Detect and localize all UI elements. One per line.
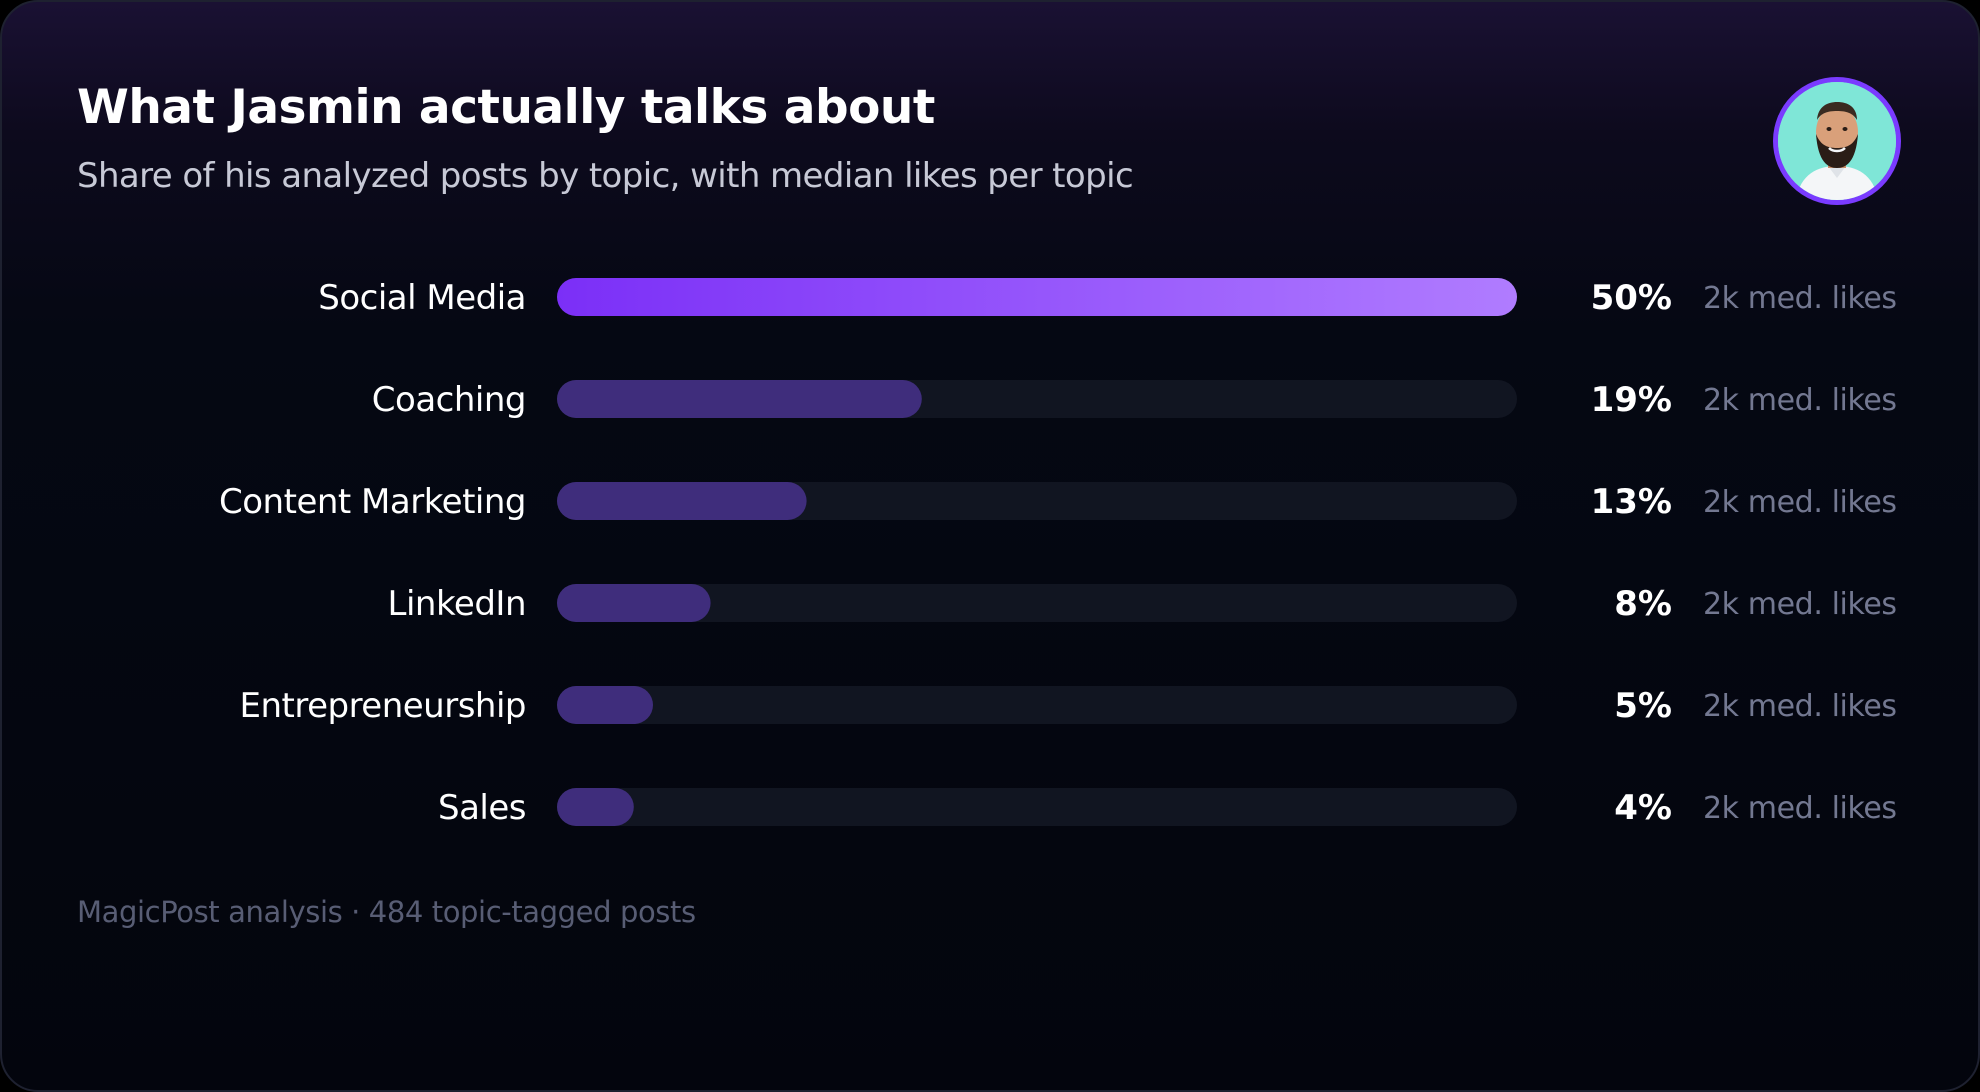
category-label-sales: Sales [438,788,526,828]
bar-row-coaching: Coaching 19% 2k med. likes [372,380,1897,420]
avatar [1773,77,1901,205]
bar-track-entrepreneurship [557,686,1517,724]
avatar-portrait-icon [1778,82,1896,200]
median-likes-label-social-media: 2k med. likes [1703,281,1897,316]
category-label-entrepreneurship: Entrepreneurship [239,686,526,726]
bar-coaching [557,380,922,418]
median-likes-label-sales: 2k med. likes [1703,791,1897,826]
category-label-coaching: Coaching [372,380,526,420]
value-label-coaching: 19% [1591,380,1672,420]
value-label-entrepreneurship: 5% [1614,686,1672,726]
category-label-content-marketing: Content Marketing [219,482,526,522]
card-title: What Jasmin actually talks about [77,80,935,135]
bar-row-linkedin: LinkedIn 8% 2k med. likes [388,584,1897,624]
avatar-shirt [1796,166,1878,200]
bar-social-media [557,278,1517,316]
value-label-content-marketing: 13% [1591,482,1672,522]
median-likes-label-content-marketing: 2k med. likes [1703,485,1897,520]
avatar-eye-right [1842,127,1848,131]
bar-row-content-marketing: Content Marketing 13% 2k med. likes [219,482,1897,522]
card-subtitle: Share of his analyzed posts by topic, wi… [77,156,1134,196]
bar-content-marketing [557,482,807,520]
bar-sales [557,788,634,826]
median-likes-label-entrepreneurship: 2k med. likes [1703,689,1897,724]
value-label-social-media: 50% [1591,278,1672,318]
bar-entrepreneurship [557,686,653,724]
source-footnote: MagicPost analysis · 484 topic-tagged po… [77,895,696,929]
bar-row-sales: Sales 4% 2k med. likes [438,788,1897,828]
category-label-social-media: Social Media [318,278,526,318]
bar-row-entrepreneurship: Entrepreneurship 5% 2k med. likes [239,686,1897,726]
median-likes-label-linkedin: 2k med. likes [1703,587,1897,622]
bar-track-linkedin [557,584,1517,622]
bar-track-sales [557,788,1517,826]
avatar-hair [1817,102,1857,120]
avatar-smile [1828,147,1846,153]
median-likes-label-coaching: 2k med. likes [1703,383,1897,418]
bar-row-social-media: Social Media 50% 2k med. likes [318,278,1897,318]
avatar-collar [1828,166,1846,178]
bar-linkedin [557,584,711,622]
avatar-face [1816,106,1858,158]
value-label-linkedin: 8% [1614,584,1672,624]
chart-rows: Social Media 50% 2k med. likes Coaching 19% 2… [219,278,1897,828]
value-label-sales: 4% [1614,788,1672,828]
avatar-eye-left [1826,127,1832,131]
category-label-linkedin: LinkedIn [388,584,527,624]
